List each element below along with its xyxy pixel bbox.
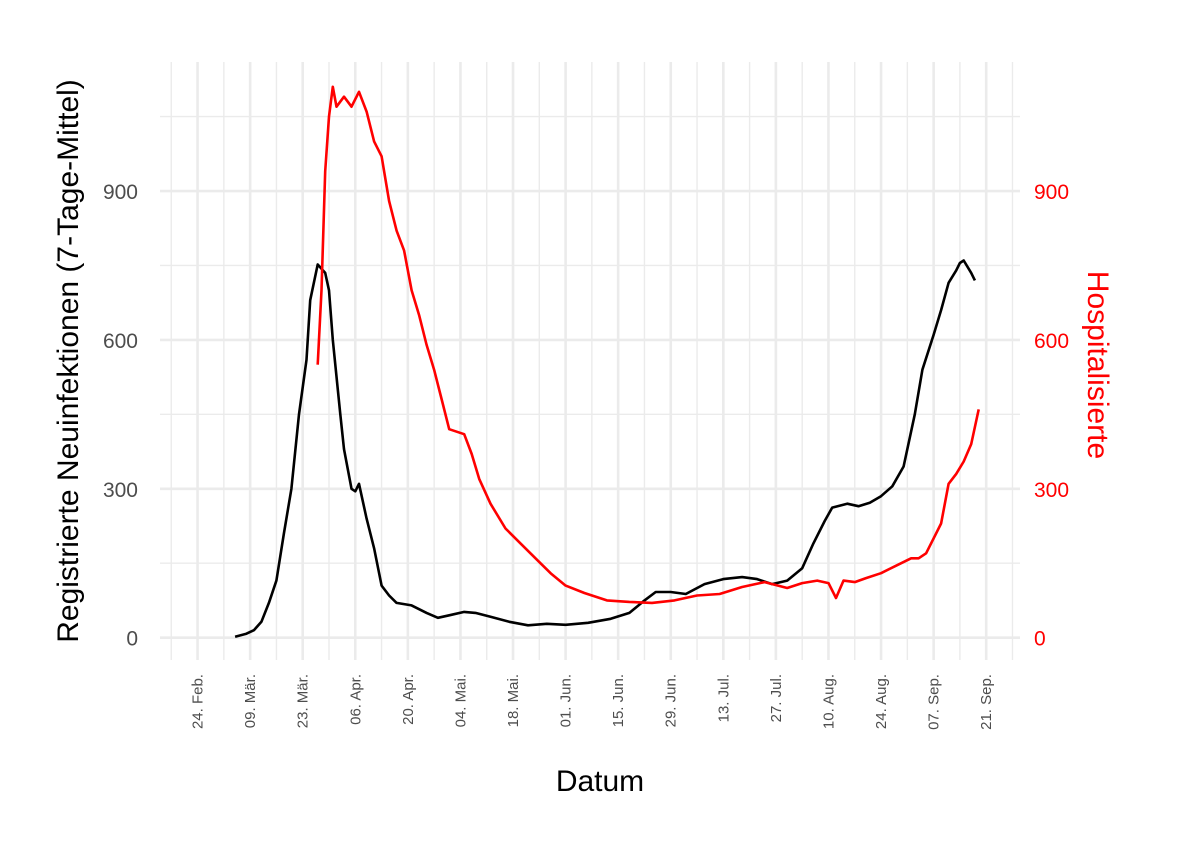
y-tick-label-right: 600 <box>1034 330 1069 353</box>
series-line-hospitalisierte <box>316 85 980 605</box>
y-tick-label-right: 0 <box>1034 628 1046 651</box>
x-tick-label: 20. Apr. <box>400 674 417 725</box>
x-tick-label: 04. Mai. <box>452 674 469 727</box>
series-line-neuinfektionen <box>234 259 977 638</box>
x-tick-label: 13. Jul. <box>715 674 732 722</box>
y-axis-title-right: Hospitalisierte <box>1081 271 1114 459</box>
y-tick-label-left: 600 <box>103 330 138 353</box>
x-axis-title: Datum <box>556 765 644 798</box>
x-tick-label: 27. Jul. <box>768 674 785 722</box>
y-tick-label-left: 300 <box>103 479 138 502</box>
x-tick-label: 18. Mai. <box>505 674 522 727</box>
x-tick-label: 10. Aug. <box>820 674 837 729</box>
x-tick-label: 15. Jun. <box>610 674 627 727</box>
x-tick-label: 21. Sep. <box>978 674 995 730</box>
y-tick-label-right: 900 <box>1034 181 1069 204</box>
x-tick-label: 23. Mär. <box>295 674 312 728</box>
y-axis-title-left: Registrierte Neuinfektionen (7-Tage-Mitt… <box>52 79 85 643</box>
x-tick-label: 07. Sep. <box>926 674 943 730</box>
x-tick-label: 09. Mär. <box>242 674 259 728</box>
y-tick-label-left: 0 <box>126 628 138 651</box>
x-tick-label: 24. Aug. <box>873 674 890 729</box>
x-tick-label: 29. Jun. <box>663 674 680 727</box>
x-tick-label: 06. Apr. <box>347 674 364 725</box>
y-tick-label-right: 300 <box>1034 479 1069 502</box>
y-tick-label-left: 900 <box>103 181 138 204</box>
x-tick-label: 01. Jun. <box>558 674 575 727</box>
x-tick-label: 24. Feb. <box>190 674 207 729</box>
